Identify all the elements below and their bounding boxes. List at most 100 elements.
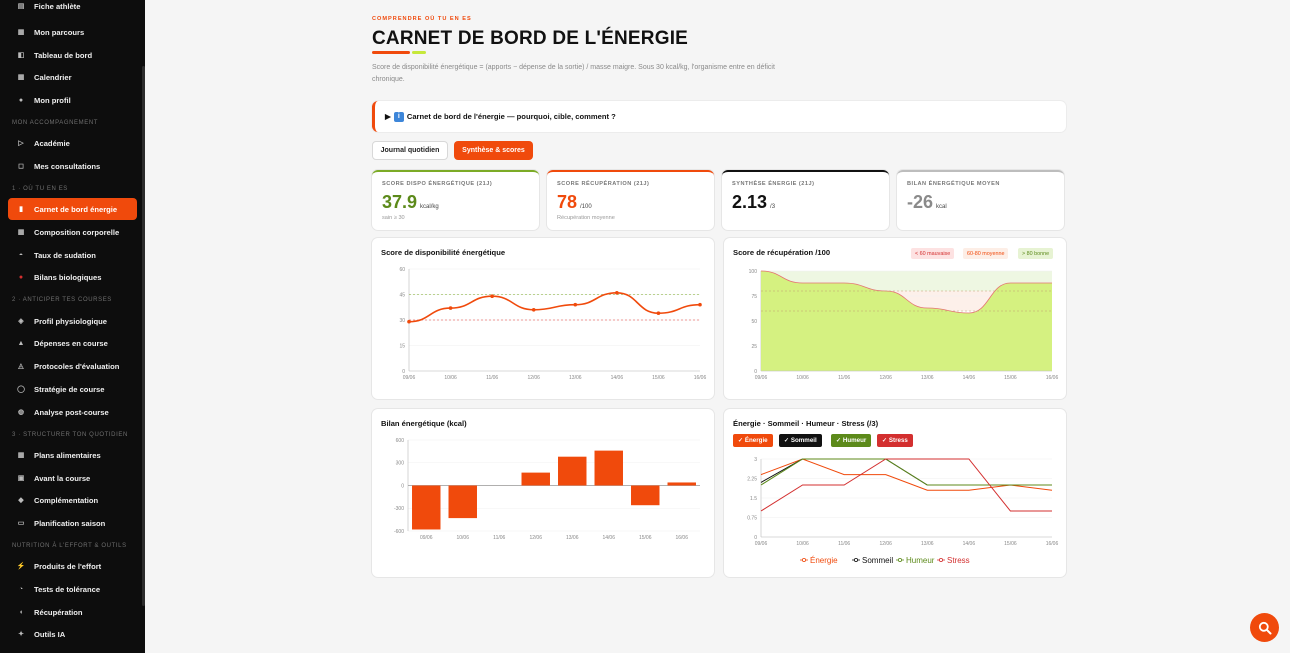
data-point xyxy=(407,319,411,324)
x-tick-label: 11/06 xyxy=(838,541,850,547)
kpi-label: BILAN ÉNERGÉTIQUE MOYEN xyxy=(907,181,1000,187)
toggle-stress[interactable]: ✓ Stress xyxy=(877,434,913,447)
protocol-icon: ◬ xyxy=(18,363,24,370)
sidebar-item-ai[interactable]: ✦ Outils IA xyxy=(8,623,137,645)
bar xyxy=(448,485,477,519)
sidebar-item-analysis[interactable]: ◍ Analyse post-course xyxy=(8,401,137,423)
sidebar-item-recovery[interactable]: ◖ Récupération xyxy=(8,601,137,623)
info-accordion[interactable]: ▶ i Carnet de bord de l'énergie — pourqu… xyxy=(372,101,1066,132)
map-icon: ▦ xyxy=(17,29,25,36)
blood-icon: ● xyxy=(18,273,24,281)
sidebar-item-body[interactable]: ▦ Composition corporelle xyxy=(8,221,137,243)
legend-good: > 80 bonne xyxy=(1018,248,1054,259)
x-tick-label: 16/06 xyxy=(694,375,707,381)
sidebar-item-heart[interactable]: ◈ Profil physiologique xyxy=(8,310,137,332)
legend-swatch-marker xyxy=(802,557,807,562)
legend-swatch-marker xyxy=(897,557,902,562)
sidebar-item-file[interactable]: ▤ Fiche athlète xyxy=(8,0,137,17)
x-tick-label: 15/06 xyxy=(652,375,665,381)
sidebar-section-label: 2 · ANTICIPER TES COURSES xyxy=(12,297,112,303)
x-tick-label: 09/06 xyxy=(755,541,768,547)
toggle-humeur[interactable]: ✓ Humeur xyxy=(831,434,872,447)
tab-synthese-scores[interactable]: Synthèse & scores xyxy=(454,141,533,160)
sidebar-item-drop[interactable]: ◓ Taux de sudation xyxy=(8,244,137,266)
sidebar-item-plan[interactable]: ▦ Plans alimentaires xyxy=(8,444,137,466)
y-tick-label: 2.25 xyxy=(747,476,757,482)
tab-journal-quotidien[interactable]: Journal quotidien xyxy=(372,141,448,160)
kpi-unit: kcal/kg xyxy=(420,204,439,210)
sidebar-item-map[interactable]: ▦ Mon parcours xyxy=(8,21,137,43)
data-point xyxy=(656,311,661,315)
sidebar-item-play[interactable]: ▷ Académie xyxy=(8,132,137,154)
kpi-subtext: Récupération moyenne xyxy=(557,215,615,221)
series-line-humeur xyxy=(760,458,1052,486)
sidebar-item-label: Produits de l'effort xyxy=(34,561,102,571)
sidebar-item-label: Fiche athlète xyxy=(34,1,81,11)
sidebar-item-bolt[interactable]: ⚡ Produits de l'effort xyxy=(8,555,137,577)
sidebar-item-label: Taux de sudation xyxy=(34,250,96,260)
sidebar-item-test[interactable]: ◔ Tests de tolérance xyxy=(8,578,137,600)
x-tick-label: 12/06 xyxy=(879,541,892,547)
chart-card-recup: Score de récupération /100 < 60 mauvaise… xyxy=(724,238,1066,399)
sidebar-item-label: Complémentation xyxy=(34,495,99,505)
series-line-stress xyxy=(760,458,1052,512)
legend-swatch-marker xyxy=(938,557,943,562)
dispo-line-chart: 0 15 30 45 60 09/06 10/06 11/06 12/06 13/06 14/06 1… xyxy=(399,267,707,381)
chart-card-dispo: Score de disponibilité énergétique 0 15 30… xyxy=(372,238,714,399)
x-tick-label: 13/06 xyxy=(921,541,934,547)
sidebar-item-consultation[interactable]: ◻ Mes consultations xyxy=(8,155,137,177)
kpi-unit: /100 xyxy=(580,204,592,210)
ai-icon: ✦ xyxy=(18,631,24,638)
x-tick-label: 12/06 xyxy=(879,375,892,381)
sidebar-item-before[interactable]: ▣ Avant la course xyxy=(8,467,137,489)
sidebar-item-protocol[interactable]: ◬ Protocoles d'évaluation xyxy=(8,355,137,377)
user-icon: ● xyxy=(18,96,24,104)
sidebar-item-blood[interactable]: ● Bilans biologiques xyxy=(8,266,137,288)
kpi-card: SCORE DISPO ÉNERGÉTIQUE (21J) 37.9 kcal/kg… xyxy=(372,170,539,230)
y-tick-label: 45 xyxy=(399,292,405,298)
kpi-value-row: -26 kcal xyxy=(907,192,1054,213)
sidebar-item-dashboard[interactable]: ◧ Tableau de bord xyxy=(8,44,137,66)
sidebar-item-label: Académie xyxy=(34,138,70,148)
sidebar-item-supplement[interactable]: ◆ Complémentation xyxy=(8,489,137,511)
sidebar-scrollbar[interactable] xyxy=(142,66,145,606)
x-tick-label: 11/06 xyxy=(838,375,850,381)
title-underline-orange xyxy=(372,51,410,54)
sidebar-item-strategy[interactable]: ◯ Stratégie de course xyxy=(8,378,137,400)
data-point xyxy=(490,294,494,298)
y-tick-label: 0 xyxy=(754,535,757,541)
legend-label: Sommeil xyxy=(862,556,893,565)
x-tick-label: 16/06 xyxy=(1046,375,1059,381)
recup-area-chart: 0 25 50 75 100 09/06 10/06 11/06 12/06 13/06 14/06… xyxy=(749,269,1059,381)
data-point xyxy=(615,291,619,295)
kpi-unit: kcal xyxy=(936,204,947,210)
toggle-sommeil[interactable]: ✓ Sommeil xyxy=(779,434,822,447)
x-tick-label: 14/06 xyxy=(602,535,615,541)
x-tick-label: 09/06 xyxy=(755,375,768,381)
sidebar-item-label: Plans alimentaires xyxy=(34,450,101,460)
sidebar-item-label: Mon parcours xyxy=(34,27,85,37)
sidebar-item-label: Tests de tolérance xyxy=(34,584,101,594)
sidebar-item-season[interactable]: ▭ Planification saison xyxy=(8,512,137,534)
data-point xyxy=(448,306,453,310)
kpi-label: SCORE DISPO ÉNERGÉTIQUE (21J) xyxy=(382,181,493,187)
sidebar-item-user[interactable]: ● Mon profil xyxy=(8,89,137,111)
x-tick-label: 16/06 xyxy=(1046,541,1059,547)
bar xyxy=(558,456,587,486)
x-tick-label: 12/06 xyxy=(529,535,542,541)
sidebar-item-calendar[interactable]: ▦ Calendrier xyxy=(8,66,137,88)
before-icon: ▣ xyxy=(17,475,25,482)
series-line xyxy=(760,270,1052,314)
legend-label: Humeur xyxy=(906,556,935,565)
sidebar-item-label: Planification saison xyxy=(34,518,106,528)
kpi-label: SCORE RÉCUPÉRATION (21J) xyxy=(557,181,650,187)
x-tick-label: 12/06 xyxy=(527,375,540,381)
sidebar-item-energy[interactable]: ▮ Carnet de bord énergie xyxy=(8,198,137,220)
sidebar-item-run[interactable]: ▲ Dépenses en course xyxy=(8,332,137,354)
multi-line-chart: 0 0.75 1.5 2.25 3 09/06 10/06 11/06 12/06 13/06 14… xyxy=(747,457,1059,565)
search-fab-button[interactable] xyxy=(1250,613,1279,642)
kpi-card: BILAN ÉNERGÉTIQUE MOYEN -26 kcal xyxy=(897,170,1064,230)
y-tick-label: 60 xyxy=(399,267,405,273)
toggle-energie[interactable]: ✓ Énergie xyxy=(733,434,773,447)
y-tick-label: 0 xyxy=(754,369,757,375)
